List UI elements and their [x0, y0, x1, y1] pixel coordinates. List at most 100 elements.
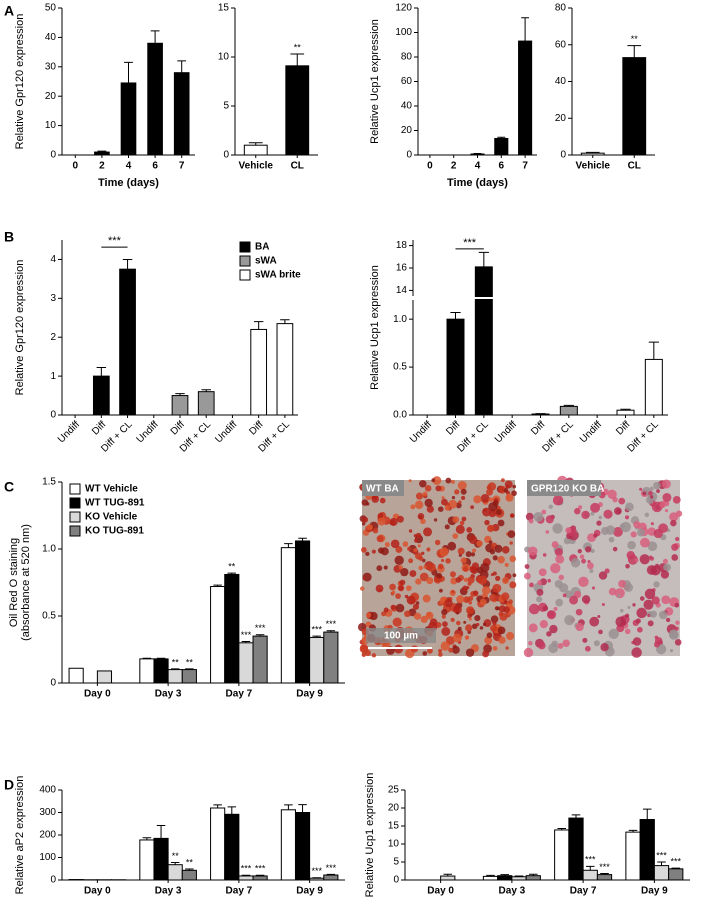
legend-label: WT TUG-891	[85, 498, 145, 509]
cell	[558, 574, 564, 581]
cell	[564, 590, 573, 599]
cell	[637, 626, 643, 633]
x-tick-label: Diff + CL	[455, 419, 491, 455]
error-bar	[500, 874, 510, 876]
cell	[482, 622, 487, 627]
cell	[419, 480, 427, 488]
cell	[434, 539, 441, 546]
cell	[451, 480, 455, 484]
error-bar	[150, 30, 160, 44]
error-bar	[486, 874, 495, 877]
cell	[372, 527, 379, 534]
cell	[612, 546, 618, 552]
legend-label: WT Vehicle	[85, 484, 138, 495]
error-bar	[96, 367, 107, 377]
x-tick-label: Day 7	[226, 886, 253, 897]
cell	[550, 563, 561, 574]
cell	[589, 569, 594, 574]
cell	[545, 530, 550, 534]
x-tick-label: 6	[152, 161, 158, 172]
bar	[323, 874, 339, 881]
significance: ***	[463, 237, 477, 249]
bar	[238, 875, 254, 881]
cell	[581, 558, 587, 564]
significance: ***	[241, 630, 252, 640]
cell	[484, 519, 490, 526]
x-tick-label: Diff	[614, 419, 632, 437]
micrograph: WT BA	[357, 476, 517, 659]
bar	[139, 839, 155, 881]
cell	[467, 576, 475, 584]
cell	[671, 543, 679, 551]
error-bar	[627, 45, 642, 58]
y-tick-label: 4	[50, 254, 56, 265]
cell	[524, 572, 531, 580]
x-tick-label: Day 3	[155, 689, 182, 700]
bar	[474, 266, 493, 416]
cell	[494, 544, 503, 553]
legend-label: BA	[255, 242, 269, 253]
cell	[389, 583, 396, 591]
cell	[359, 644, 369, 654]
error-bar	[241, 640, 251, 643]
y-tick-label: 0	[223, 150, 229, 161]
x-tick-label: Day 3	[155, 886, 182, 897]
cell	[577, 549, 582, 554]
cell	[431, 478, 436, 483]
cell	[445, 558, 451, 564]
x-tick-label: Undiff	[56, 419, 82, 445]
cell	[648, 490, 653, 496]
y-tick-label: 40	[401, 101, 413, 112]
cell	[660, 570, 670, 579]
cell	[598, 515, 603, 520]
cell	[441, 627, 451, 636]
legend-swatch	[69, 483, 81, 495]
cell	[639, 596, 645, 601]
cell	[390, 604, 396, 610]
cell	[542, 605, 549, 612]
cell	[589, 616, 600, 627]
x-tick-label: CL	[291, 161, 304, 172]
cell	[659, 502, 666, 509]
x-tick-label: Undiff	[135, 419, 161, 445]
y-tick-label: 80	[401, 52, 413, 63]
cell	[662, 492, 672, 502]
cell	[468, 617, 472, 621]
cell	[470, 552, 476, 557]
cell	[422, 491, 428, 497]
cell	[404, 610, 411, 618]
error-bar	[213, 804, 222, 808]
cell	[496, 606, 500, 610]
cell	[488, 497, 493, 502]
x-tick-label: Day 9	[641, 886, 668, 897]
cell	[475, 622, 480, 627]
cell	[441, 496, 445, 500]
cell	[569, 595, 579, 605]
significance: ***	[599, 862, 610, 872]
x-tick-label: Undiff	[213, 419, 239, 445]
cell	[381, 611, 387, 617]
cell	[361, 499, 369, 506]
error-bar	[443, 873, 453, 877]
x-tick-label: Diff + CL	[540, 419, 576, 455]
y-tick-label: 0	[393, 875, 399, 886]
cell	[562, 593, 567, 598]
cell	[455, 576, 462, 583]
cell	[465, 551, 472, 558]
cell	[508, 599, 513, 605]
bar	[559, 405, 578, 416]
y-tick-label: 0	[50, 678, 56, 689]
bar	[243, 144, 268, 156]
cell	[661, 479, 671, 489]
y-tick-label: 80	[555, 3, 567, 14]
cell	[426, 611, 431, 617]
x-tick-label: Vehicle	[576, 161, 611, 172]
cell	[463, 577, 469, 582]
y-tick-label: 100	[395, 27, 412, 38]
x-tick-label: 7	[522, 161, 528, 172]
y-axis-label: Relative Ucp1 expression	[369, 265, 381, 390]
cell	[479, 626, 484, 630]
significance: **	[172, 851, 180, 861]
error-bar	[557, 828, 567, 830]
